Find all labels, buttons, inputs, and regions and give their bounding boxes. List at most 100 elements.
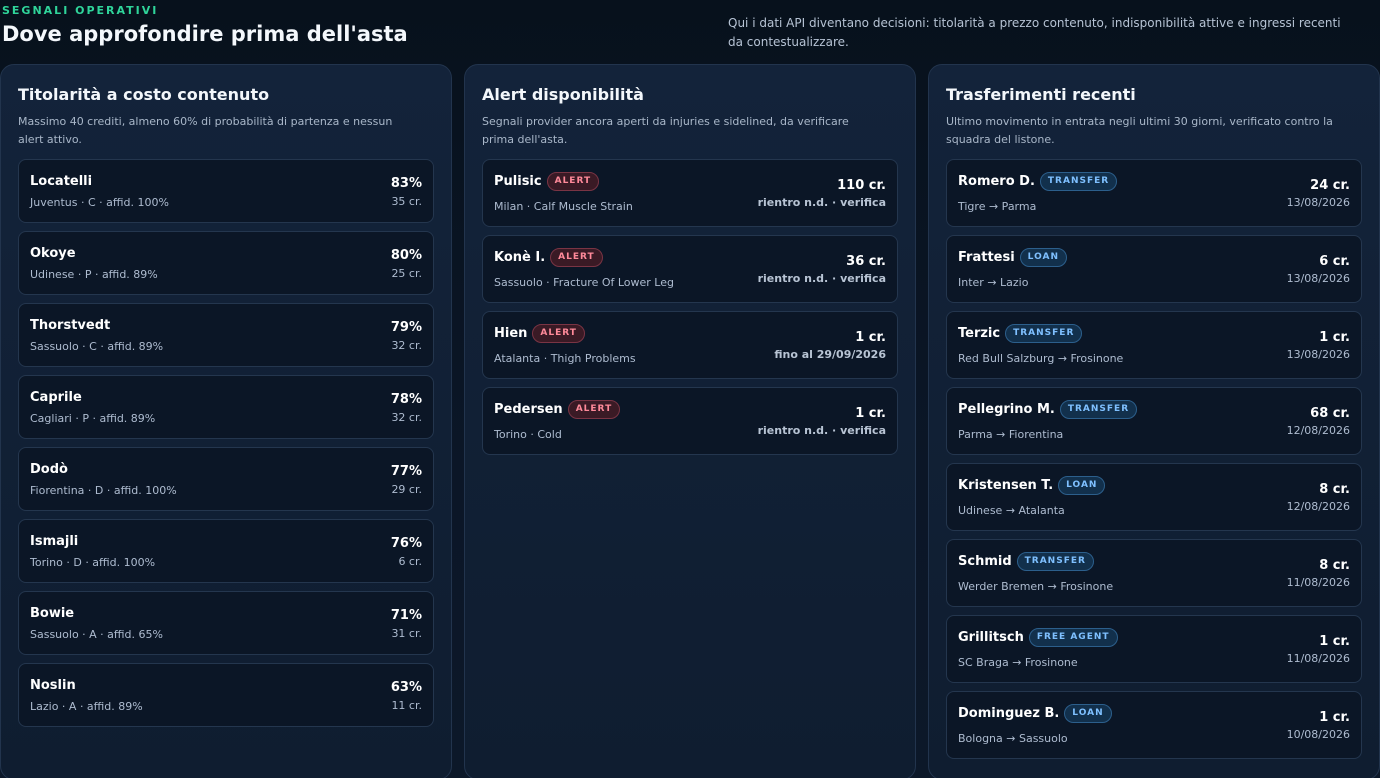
alert-card[interactable]: Konè I. ALERT Sassuolo · Fracture Of Lowe… xyxy=(482,235,898,303)
transfer-badge: TRANSFER xyxy=(1039,172,1118,191)
ownership-panel: Titolarità a costo contenuto Massimo 40 … xyxy=(0,64,452,778)
player-cost: 8 cr. xyxy=(1319,558,1350,573)
transfer-date: 11/08/2026 xyxy=(1286,576,1350,589)
transfer-route: Tigre → Parma xyxy=(958,200,1037,213)
player-meta: Udinese · P · affid. 89% xyxy=(30,268,158,281)
header: SEGNALI OPERATIVI Dove approfondire prim… xyxy=(2,0,1380,64)
return-status: rientro n.d. · verifica xyxy=(757,424,886,437)
alert-card[interactable]: Pedersen ALERT Torino · Cold 1 cr. rientr… xyxy=(482,387,898,455)
player-meta: Cagliari · P · affid. 89% xyxy=(30,412,156,425)
ownership-card[interactable]: Noslin Lazio · A · affid. 89% 63% 11 cr. xyxy=(18,663,434,727)
transfers-description: Ultimo movimento in entrata negli ultimi… xyxy=(946,115,1333,146)
start-probability: 63% xyxy=(390,680,422,695)
player-cost: 6 cr. xyxy=(1319,254,1350,269)
player-meta: Lazio · A · affid. 89% xyxy=(30,700,143,713)
transfer-badge: TRANSFER xyxy=(1005,324,1083,343)
player-name-text: Schmid xyxy=(958,554,1012,569)
alert-badge: ALERT xyxy=(567,400,621,419)
player-name: Caprile xyxy=(30,390,82,405)
player-cost: 29 cr. xyxy=(391,483,422,496)
availability-description: Segnali provider ancora aperti da injuri… xyxy=(482,115,849,146)
transfer-date: 12/08/2026 xyxy=(1286,500,1350,513)
ownership-card[interactable]: Caprile Cagliari · P · affid. 89% 78% 32… xyxy=(18,375,434,439)
start-probability: 77% xyxy=(390,464,422,479)
transfer-route: Bologna → Sassuolo xyxy=(958,732,1068,745)
transfer-route: Red Bull Salzburg → Frosinone xyxy=(958,352,1124,365)
transfer-card[interactable]: Grillitsch FREE AGENT SC Braga → Frosinon… xyxy=(946,615,1362,683)
transfer-badge: TRANSFER xyxy=(1016,552,1094,571)
start-probability: 71% xyxy=(390,608,422,623)
player-name-text: Pellegrino M. xyxy=(958,402,1055,417)
ownership-card[interactable]: Ismajli Torino · D · affid. 100% 76% 6 c… xyxy=(18,519,434,583)
player-cost: 32 cr. xyxy=(391,411,422,424)
player-name: Dodò xyxy=(30,462,68,477)
transfer-date: 12/08/2026 xyxy=(1286,424,1350,437)
player-name-text: Dominguez B. xyxy=(958,706,1060,721)
player-cost: 24 cr. xyxy=(1310,178,1350,193)
transfer-card[interactable]: Pellegrino M. TRANSFER Parma → Fiorentina… xyxy=(946,387,1362,455)
player-name-text: Kristensen T. xyxy=(958,478,1054,493)
ownership-card[interactable]: Dodò Fiorentina · D · affid. 100% 77% 29… xyxy=(18,447,434,511)
player-name: Grillitsch FREE AGENT xyxy=(958,628,1118,647)
transfer-route: Inter → Lazio xyxy=(958,276,1029,289)
transfer-date: 10/08/2026 xyxy=(1286,728,1350,741)
transfer-card[interactable]: Romero D. TRANSFER Tigre → Parma 24 cr. 1… xyxy=(946,159,1362,227)
alert-card[interactable]: Hien ALERT Atalanta · Thigh Problems 1 cr… xyxy=(482,311,898,379)
ownership-description: Massimo 40 crediti, almeno 60% di probab… xyxy=(18,115,393,146)
transfer-card[interactable]: Dominguez B. LOAN Bologna → Sassuolo 1 cr… xyxy=(946,691,1362,759)
transfers-panel: Trasferimenti recenti Ultimo movimento i… xyxy=(928,64,1380,778)
player-name-text: Pedersen xyxy=(494,402,563,417)
ownership-list: Locatelli Juventus · C · affid. 100% 83%… xyxy=(18,159,434,735)
ownership-card[interactable]: Bowie Sassuolo · A · affid. 65% 71% 31 c… xyxy=(18,591,434,655)
injury-meta: Sassuolo · Fracture Of Lower Leg xyxy=(494,276,674,289)
alert-badge: ALERT xyxy=(546,172,600,191)
start-probability: 78% xyxy=(390,392,422,407)
transfer-card[interactable]: Frattesi LOAN Inter → Lazio 6 cr. 13/08/2… xyxy=(946,235,1362,303)
player-name: Kristensen T. LOAN xyxy=(958,476,1106,495)
player-name: Terzic TRANSFER xyxy=(958,324,1083,343)
intro-text: Qui i dati API diventano decisioni: tito… xyxy=(728,16,1341,49)
transfer-date: 13/08/2026 xyxy=(1286,196,1350,209)
player-cost: 36 cr. xyxy=(846,254,886,269)
player-meta: Torino · D · affid. 100% xyxy=(30,556,156,569)
transfer-route: Parma → Fiorentina xyxy=(958,428,1064,441)
transfer-card[interactable]: Schmid TRANSFER Werder Bremen → Frosinone… xyxy=(946,539,1362,607)
transfer-route: Werder Bremen → Frosinone xyxy=(958,580,1114,593)
player-cost: 32 cr. xyxy=(391,339,422,352)
player-name: Pellegrino M. TRANSFER xyxy=(958,400,1138,419)
player-cost: 11 cr. xyxy=(391,699,422,712)
alert-badge: ALERT xyxy=(550,248,603,267)
player-meta: Sassuolo · A · affid. 65% xyxy=(30,628,163,641)
player-name: Locatelli xyxy=(30,174,93,189)
transfer-card[interactable]: Terzic TRANSFER Red Bull Salzburg → Frosi… xyxy=(946,311,1362,379)
page-title: Dove approfondire prima dell'asta xyxy=(2,22,408,46)
player-name: Dominguez B. LOAN xyxy=(958,704,1112,723)
player-cost: 1 cr. xyxy=(855,406,886,421)
start-probability: 76% xyxy=(390,536,422,551)
player-name-text: Grillitsch xyxy=(958,630,1024,645)
player-cost: 68 cr. xyxy=(1310,406,1350,421)
start-probability: 79% xyxy=(390,320,422,335)
ownership-title: Titolarità a costo contenuto xyxy=(18,85,270,104)
ownership-card[interactable]: Thorstvedt Sassuolo · C · affid. 89% 79%… xyxy=(18,303,434,367)
availability-list: Pulisic ALERT Milan · Calf Muscle Strain … xyxy=(482,159,898,463)
player-cost: 6 cr. xyxy=(398,555,422,568)
return-status: fino al 29/09/2026 xyxy=(774,348,886,361)
transfer-date: 13/08/2026 xyxy=(1286,272,1350,285)
player-name-text: Pulisic xyxy=(494,174,542,189)
transfer-card[interactable]: Kristensen T. LOAN Udinese → Atalanta 8 c… xyxy=(946,463,1362,531)
player-cost: 35 cr. xyxy=(391,195,422,208)
ownership-card[interactable]: Okoye Udinese · P · affid. 89% 80% 25 cr… xyxy=(18,231,434,295)
player-name: Bowie xyxy=(30,606,75,621)
player-name-text: Romero D. xyxy=(958,174,1035,189)
transfer-date: 11/08/2026 xyxy=(1286,652,1350,665)
player-cost: 25 cr. xyxy=(391,267,422,280)
ownership-card[interactable]: Locatelli Juventus · C · affid. 100% 83%… xyxy=(18,159,434,223)
player-name-text: Frattesi xyxy=(958,250,1015,265)
player-meta: Juventus · C · affid. 100% xyxy=(30,196,169,209)
alert-card[interactable]: Pulisic ALERT Milan · Calf Muscle Strain … xyxy=(482,159,898,227)
player-name: Okoye xyxy=(30,246,76,261)
player-cost: 1 cr. xyxy=(1319,330,1350,345)
transfer-date: 13/08/2026 xyxy=(1286,348,1350,361)
